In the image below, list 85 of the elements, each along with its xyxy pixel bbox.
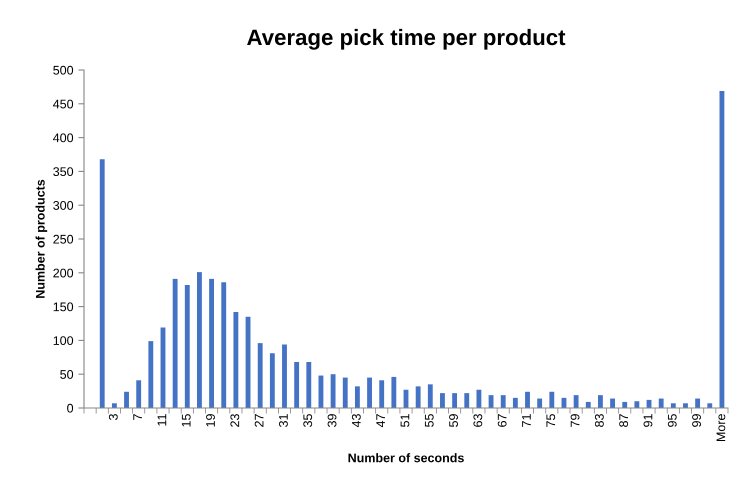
bar bbox=[209, 278, 214, 408]
bar bbox=[367, 378, 372, 408]
bar bbox=[634, 401, 640, 408]
y-tick-label: 350 bbox=[53, 167, 74, 176]
bar bbox=[124, 392, 129, 408]
bar bbox=[404, 390, 408, 408]
bar bbox=[598, 395, 603, 408]
bar bbox=[282, 344, 287, 408]
bar bbox=[379, 380, 384, 408]
bar bbox=[172, 278, 178, 408]
bar bbox=[695, 398, 700, 408]
chart-title: Average pick time per product bbox=[247, 28, 566, 50]
bar bbox=[246, 316, 250, 408]
x-tick-label: 99 bbox=[692, 414, 701, 427]
bar bbox=[306, 362, 312, 408]
x-tick-label: 3 bbox=[108, 414, 118, 420]
x-tick-label: 83 bbox=[594, 414, 604, 427]
bar bbox=[294, 362, 300, 408]
bar bbox=[537, 398, 542, 408]
bar bbox=[646, 400, 652, 408]
bar bbox=[476, 390, 482, 408]
bar bbox=[512, 398, 518, 408]
bar bbox=[416, 386, 421, 408]
x-tick-label: 55 bbox=[424, 414, 434, 427]
y-axis-title: Number of products bbox=[36, 180, 48, 298]
x-tick-label: 91 bbox=[644, 414, 652, 427]
bar bbox=[719, 90, 724, 408]
x-tick-label: More bbox=[716, 414, 726, 442]
y-tick-label: 250 bbox=[53, 234, 74, 244]
y-tick-label: 400 bbox=[53, 133, 74, 142]
x-tick-label: 51 bbox=[400, 414, 410, 427]
bar bbox=[100, 159, 105, 408]
y-tick-label: 0 bbox=[67, 404, 74, 413]
x-tick-label: 87 bbox=[619, 414, 628, 427]
y-tick-label: 500 bbox=[53, 66, 74, 75]
x-tick-label: 31 bbox=[278, 414, 288, 427]
bar bbox=[197, 272, 202, 408]
bar bbox=[658, 398, 664, 408]
bar bbox=[391, 376, 396, 408]
x-tick-label: 95 bbox=[668, 414, 677, 427]
bar bbox=[610, 398, 615, 408]
y-tick-label: 200 bbox=[53, 268, 74, 278]
x-tick-label: 39 bbox=[328, 414, 336, 427]
x-tick-label: 47 bbox=[376, 414, 385, 428]
bar bbox=[428, 384, 433, 408]
x-tick-label: 11 bbox=[158, 414, 166, 426]
bar bbox=[184, 284, 190, 408]
bar bbox=[500, 395, 506, 408]
y-tick-label: 450 bbox=[53, 100, 74, 108]
x-tick-label: 27 bbox=[254, 414, 264, 427]
y-tick-label: 100 bbox=[54, 336, 74, 346]
bar bbox=[318, 376, 324, 408]
x-tick-label: 67 bbox=[498, 414, 507, 427]
y-tick-label: 50 bbox=[60, 370, 74, 379]
bar bbox=[148, 341, 154, 408]
bar bbox=[488, 395, 494, 408]
bar bbox=[270, 353, 275, 408]
x-tick-label: 79 bbox=[570, 414, 580, 427]
bar bbox=[258, 343, 263, 408]
x-tick-label: 19 bbox=[206, 414, 215, 427]
x-tick-label: 15 bbox=[182, 414, 191, 427]
bar bbox=[464, 393, 470, 408]
bar bbox=[562, 398, 566, 408]
bar bbox=[574, 395, 579, 408]
x-tick-label: 71 bbox=[522, 414, 531, 427]
bar bbox=[525, 392, 530, 408]
x-tick-label: 43 bbox=[352, 414, 361, 428]
x-tick-label: 75 bbox=[546, 414, 556, 427]
bar bbox=[342, 378, 348, 408]
bar bbox=[440, 393, 445, 408]
x-tick-label: 7 bbox=[133, 414, 142, 420]
bar bbox=[452, 393, 458, 408]
y-tick-label: 150 bbox=[54, 302, 74, 312]
x-tick-label: 63 bbox=[473, 414, 482, 427]
y-tick-label: 300 bbox=[53, 201, 74, 210]
x-tick-label: 59 bbox=[449, 414, 458, 427]
bar bbox=[160, 328, 166, 408]
x-tick-label: 35 bbox=[303, 414, 312, 427]
bar bbox=[136, 380, 142, 408]
bar bbox=[233, 312, 238, 408]
bar bbox=[221, 282, 226, 408]
bar bbox=[330, 374, 336, 408]
x-tick-label: 23 bbox=[230, 414, 240, 427]
x-axis-title: Number of seconds bbox=[348, 453, 464, 462]
bar bbox=[354, 386, 360, 408]
